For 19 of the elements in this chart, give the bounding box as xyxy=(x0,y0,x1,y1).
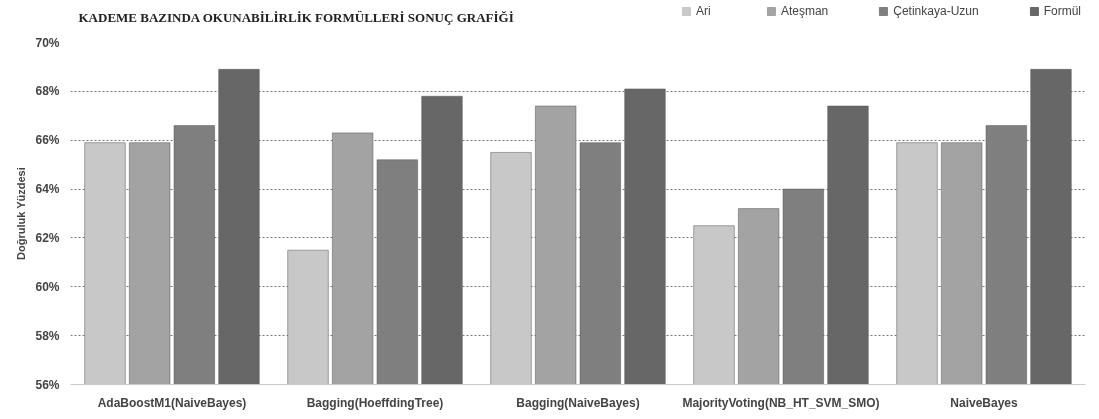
x-tick-label: Bagging(HoeffdingTree) xyxy=(306,395,444,410)
y-tick-label: 60% xyxy=(35,279,60,294)
x-tick-label: Bagging(NaiveBayes) xyxy=(516,395,640,410)
legend-label: Formül xyxy=(1043,4,1081,18)
y-tick-label: 70% xyxy=(35,35,60,50)
legend-label: Ateşman xyxy=(780,4,829,18)
x-tick-label: MajorityVoting(NB_HT_SVM_SMO) xyxy=(682,395,880,410)
y-tick-label: 68% xyxy=(35,84,60,99)
legend-label: Çetinkaya-Uzun xyxy=(893,4,979,18)
y-tick-label: 64% xyxy=(35,182,60,197)
y-axis-title: Doğruluk Yüzdesi xyxy=(15,167,28,260)
x-tick-label: AdaBoostM1(NaiveBayes) xyxy=(97,395,247,410)
legend-label: Ari xyxy=(695,4,712,18)
y-tick-label: 66% xyxy=(35,133,60,148)
y-tick-label: 56% xyxy=(35,377,60,392)
chart-title: KADEME BAZINDA OKUNABİLİRLİK FORMÜLLERİ SONUÇ GRAFİĞİ xyxy=(78,9,514,25)
y-tick-label: 62% xyxy=(35,230,60,245)
x-tick-label: NaiveBayes xyxy=(950,395,1019,410)
y-tick-label: 58% xyxy=(35,328,60,343)
